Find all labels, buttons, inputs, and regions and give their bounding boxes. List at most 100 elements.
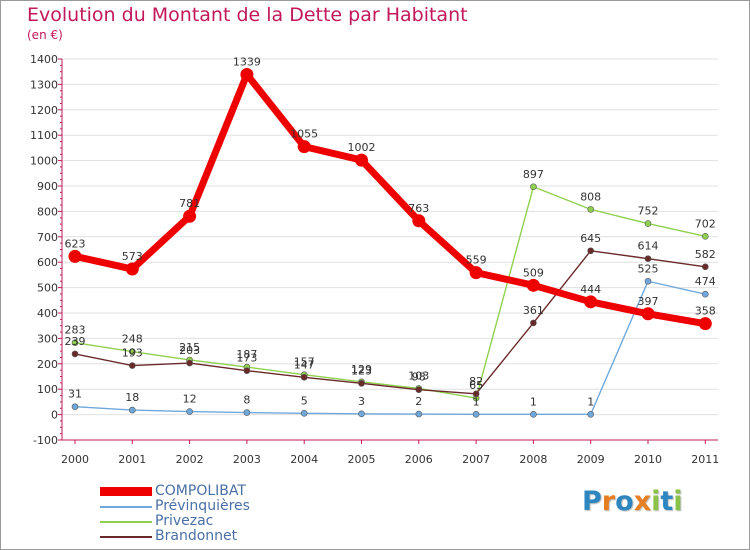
- data-label: 193: [122, 347, 143, 360]
- legend-item: Brandonnet: [100, 529, 250, 544]
- x-tick-label: 2002: [176, 453, 204, 466]
- x-tick-label: 2008: [519, 453, 547, 466]
- data-label: 573: [122, 250, 143, 263]
- legend-swatch: [100, 505, 152, 508]
- x-tick-label: 2009: [577, 453, 605, 466]
- data-label: 358: [695, 305, 716, 318]
- legend-swatch: [100, 487, 152, 496]
- legend-item: Privezac: [100, 514, 250, 529]
- data-point: [240, 67, 254, 81]
- series-line-brandonnet: [74, 250, 706, 395]
- x-tick-label: 2007: [462, 453, 490, 466]
- data-point: [698, 317, 712, 331]
- data-label: 98: [412, 371, 426, 384]
- data-point: [186, 408, 193, 415]
- x-tick-label: 2004: [290, 453, 318, 466]
- legend-label: Privezac: [155, 513, 214, 529]
- data-point: [129, 348, 136, 355]
- legend-label: COMPOLIBAT: [155, 483, 246, 499]
- data-point: [68, 249, 82, 263]
- data-label: 808: [580, 190, 601, 203]
- data-point: [71, 403, 79, 411]
- data-label: 474: [695, 275, 716, 288]
- data-label: 614: [638, 240, 659, 253]
- data-label: 239: [65, 335, 86, 348]
- data-label: 1055: [290, 128, 318, 141]
- legend-item: COMPOLIBAT: [100, 484, 250, 499]
- data-label: 147: [294, 358, 315, 371]
- data-point: [641, 307, 655, 321]
- data-label: 444: [580, 283, 601, 296]
- y-tick-label: 700: [37, 231, 58, 244]
- data-label: 18: [125, 391, 139, 404]
- data-label: 781: [179, 197, 200, 210]
- data-label: 248: [122, 333, 143, 346]
- y-tick-label: 900: [37, 180, 58, 193]
- data-label: 702: [695, 217, 716, 230]
- data-point: [243, 367, 251, 374]
- x-tick-label: 2003: [233, 453, 261, 466]
- data-label: 763: [408, 202, 429, 215]
- data-label: 82: [469, 375, 483, 388]
- data-point: [355, 153, 368, 167]
- x-tick-label: 2001: [118, 453, 146, 466]
- data-point: [125, 262, 139, 276]
- data-point: [358, 410, 365, 418]
- data-point: [644, 277, 652, 285]
- data-label: 1002: [348, 141, 376, 154]
- data-point: [587, 206, 595, 213]
- data-label: 123: [351, 364, 372, 377]
- data-label: 897: [523, 168, 544, 181]
- data-point: [415, 410, 423, 418]
- data-label: 1: [530, 395, 537, 408]
- data-label: 559: [466, 254, 487, 267]
- data-point: [472, 390, 480, 398]
- data-point: [530, 183, 537, 191]
- data-point: [644, 255, 652, 262]
- data-label: 509: [523, 266, 544, 279]
- data-label: 361: [523, 304, 544, 317]
- data-label: 525: [638, 262, 659, 275]
- data-point: [415, 386, 423, 394]
- y-tick-label: 400: [37, 307, 58, 320]
- data-label: 203: [179, 344, 200, 357]
- data-label: 1: [473, 395, 480, 408]
- data-point: [584, 295, 598, 309]
- data-label: 173: [236, 352, 257, 365]
- data-label: 397: [638, 295, 659, 308]
- data-point: [243, 409, 251, 416]
- data-label: 1339: [233, 55, 261, 68]
- x-tick-label: 2006: [405, 453, 433, 466]
- y-tick-label: 200: [37, 358, 58, 371]
- data-point: [644, 220, 652, 227]
- data-label: 752: [638, 205, 659, 218]
- data-label: 2: [415, 395, 422, 408]
- data-point: [587, 247, 595, 255]
- y-tick-label: 300: [37, 332, 58, 345]
- y-tick-label: 100: [37, 383, 58, 396]
- data-point: [530, 319, 537, 327]
- chart-legend: COMPOLIBAT Prévinquières Privezac Brando…: [100, 484, 250, 544]
- data-label: 1: [587, 395, 594, 408]
- data-label: 623: [65, 237, 86, 250]
- data-point: [358, 380, 365, 387]
- x-tick-label: 2010: [634, 453, 662, 466]
- proxiti-logo: Proxiti: [582, 486, 683, 517]
- legend-item: Prévinquières: [100, 499, 250, 514]
- data-point: [300, 373, 308, 381]
- data-point: [701, 232, 709, 240]
- data-point: [300, 410, 308, 417]
- data-point: [701, 290, 709, 298]
- y-tick-label: 600: [37, 256, 58, 269]
- data-point: [183, 209, 197, 223]
- y-tick-label: 1400: [30, 53, 58, 66]
- data-label: 582: [695, 248, 716, 261]
- data-label: 12: [183, 393, 197, 406]
- data-label: 103: [408, 369, 429, 382]
- y-tick-label: 500: [37, 282, 58, 295]
- data-point: [412, 214, 426, 228]
- data-point: [701, 263, 709, 271]
- data-point: [472, 411, 480, 418]
- data-label: 187: [236, 348, 257, 361]
